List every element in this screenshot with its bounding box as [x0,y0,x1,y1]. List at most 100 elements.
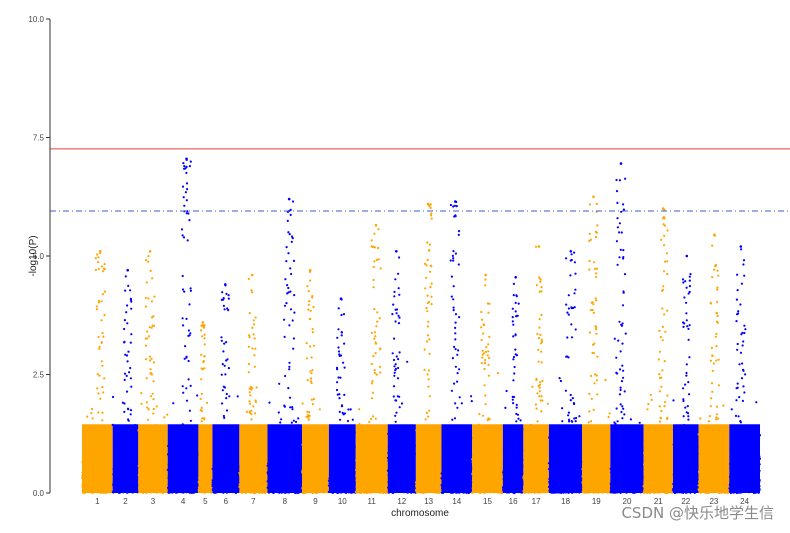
snp-point [145,281,148,284]
snp-point [538,318,541,321]
snp-point [124,289,127,292]
snp-point [505,389,508,393]
snp-point [95,305,98,308]
snp-point [391,313,394,316]
snp-point [541,379,544,383]
snp-point [372,265,375,268]
snp-point [220,339,223,342]
snp-point [286,284,289,287]
snp-point [372,355,375,358]
snp-point [336,381,339,384]
snp-point [379,267,382,270]
snp-point [426,310,429,313]
dense-band [239,424,268,493]
snp-point [124,275,127,278]
snp-point [201,417,204,420]
snp-point [515,420,518,423]
snp-point [370,245,373,248]
snp-point [90,412,93,415]
snp-point [397,272,400,275]
snp-point [223,308,226,311]
snp-point [373,260,376,263]
snp-point [248,334,251,337]
snp-point [470,400,473,403]
snp-point [481,318,484,321]
snp-point [455,205,458,208]
snp-point [373,246,376,249]
snp-point [251,291,254,294]
snp-point [150,395,153,398]
snp-point [147,260,150,263]
snp-point [227,297,230,300]
snp-point [130,300,133,303]
peak-point [99,250,102,253]
snp-point [456,353,459,356]
snp-point [378,348,381,351]
snp-point [202,324,206,327]
snp-point [337,350,341,353]
snp-point [482,324,485,327]
snp-point [254,399,257,402]
snp-point [311,369,314,372]
snp-point [99,252,102,255]
snp-point [250,289,253,292]
snp-point [312,344,316,347]
snp-point [540,290,543,293]
snp-point [297,417,300,420]
snp-point [111,395,115,399]
snp-point [181,385,184,388]
snp-point [253,365,256,368]
snp-point [514,301,517,304]
peak-point [426,202,430,206]
snp-point [484,403,487,406]
snp-point [125,374,128,377]
snp-point [515,315,518,318]
snp-point [150,357,153,360]
snp-point [309,377,313,380]
peak-point [185,157,188,161]
snp-point [372,286,375,289]
snp-point [535,284,539,287]
snp-point [292,337,295,340]
snp-point [488,356,491,359]
snp-point [287,231,290,234]
snp-point [370,382,374,385]
snp-point [342,361,345,364]
snp-point [291,200,295,203]
snp-point [456,406,459,409]
snp-point [428,204,431,208]
chromosome-12-points [386,250,417,494]
snp-point [370,362,373,366]
snp-point [342,413,345,416]
snp-point [186,210,189,213]
snp-point [284,374,287,378]
snp-point [539,278,542,281]
snp-point [540,338,543,341]
snp-point [539,381,542,384]
snp-point [91,417,94,420]
snp-point [484,358,487,362]
snp-point [449,203,452,207]
snp-point [277,411,280,414]
snp-point [289,213,292,216]
snp-point [200,406,203,409]
snp-point [254,316,257,319]
snp-point [181,288,185,291]
snp-point [540,395,543,398]
snp-point [291,408,294,411]
snp-point [343,342,346,345]
snp-point [309,370,312,373]
snp-point [130,307,133,310]
snp-point [425,307,428,310]
snp-point [452,285,455,288]
snp-point [488,335,491,338]
chromosome-1-points [81,250,114,495]
snp-point [342,313,346,316]
snp-point [397,358,400,361]
snp-point [283,335,286,338]
chromosome-14-points [440,200,474,495]
snp-point [147,255,150,258]
snp-point [292,347,295,350]
snp-point [482,414,485,417]
snp-point [185,399,189,402]
